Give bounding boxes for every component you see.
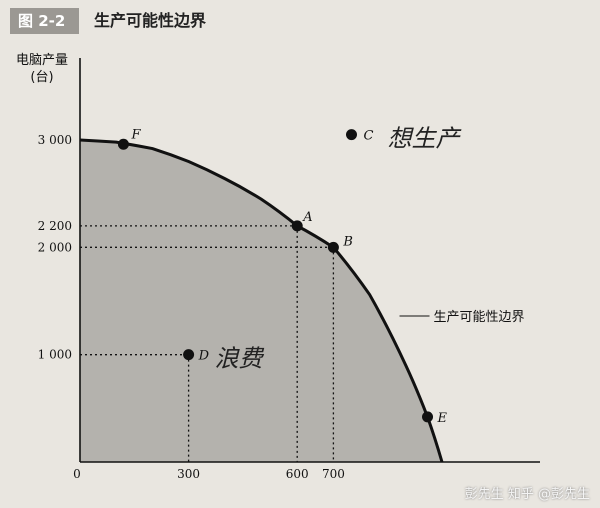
point-label-b: B bbox=[342, 234, 353, 249]
guide-lines-layer bbox=[80, 225, 335, 462]
frontier-label: 生产可能性边界 bbox=[434, 310, 525, 325]
x-tick-label: 300 bbox=[177, 467, 200, 481]
x-tick-label: 0 bbox=[73, 467, 81, 481]
point-a bbox=[291, 220, 303, 232]
point-label-c: C bbox=[364, 129, 374, 144]
point-label-d: D bbox=[198, 349, 210, 364]
shaded-region-layer bbox=[80, 140, 442, 462]
y-axis-title-line2: (台) bbox=[30, 70, 53, 85]
frontier-curve bbox=[79, 138, 444, 463]
y-tick-label: 1 000 bbox=[38, 348, 72, 362]
figure-title: 生产可能性边界 bbox=[94, 11, 207, 30]
frontier-curve-layer bbox=[79, 138, 444, 463]
handwritten-note-c: 想生产 bbox=[388, 125, 462, 153]
watermark: 彭先生 知乎 @彭先生 bbox=[464, 487, 590, 502]
figure-header: 图 2-2 生产可能性边界 bbox=[10, 8, 290, 34]
y-tick-label: 2 000 bbox=[38, 240, 72, 254]
point-label-e: E bbox=[437, 411, 448, 426]
figure-label: 图 2-2 bbox=[10, 8, 80, 34]
point-b bbox=[327, 241, 339, 253]
shaded-feasible-area bbox=[80, 140, 442, 462]
x-tick-label: 600 bbox=[286, 467, 309, 481]
handwritten-note-d: 浪费 bbox=[215, 345, 265, 373]
y-tick-label: 3 000 bbox=[38, 133, 72, 147]
x-tick-label: 700 bbox=[322, 467, 345, 481]
y-tick-label: 2 200 bbox=[38, 219, 72, 233]
point-f bbox=[117, 138, 129, 150]
point-label-f: F bbox=[130, 127, 141, 142]
points-layer: F A B C D E bbox=[117, 127, 448, 426]
tick-labels-layer: 1 000 2 000 2 200 3 000 0 300 600 700 bbox=[38, 133, 345, 481]
axes-layer bbox=[79, 58, 540, 463]
y-axis-title-line1: 电脑产量 bbox=[16, 53, 68, 68]
point-d bbox=[183, 349, 195, 361]
point-label-a: A bbox=[302, 210, 312, 225]
point-c bbox=[346, 129, 357, 141]
point-e bbox=[422, 411, 434, 423]
